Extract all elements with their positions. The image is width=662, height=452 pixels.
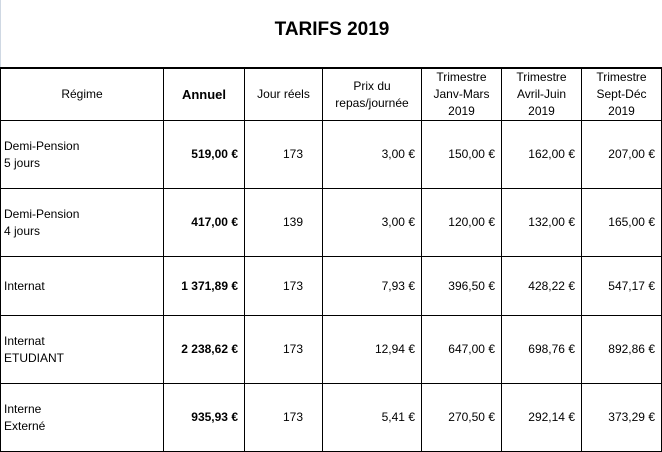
cell-jours: 173	[244, 315, 323, 384]
header-trimestre-3: Trimestre Sept-Déc 2019	[581, 67, 662, 121]
header-jours: Jour réels	[244, 67, 323, 121]
cell-trimestre-2: 162,00 €	[501, 120, 582, 189]
cell-regime: Internat	[0, 256, 164, 316]
cell-trimestre-3: 547,17 €	[581, 256, 662, 316]
header-regime-label: Régime	[61, 87, 103, 101]
cell-regime: Internat ETUDIANT	[0, 315, 164, 384]
cell-trimestre-1: 396,50 €	[421, 256, 502, 316]
regime-line: 4 jours	[4, 223, 41, 238]
header-t1-line: 2019	[448, 104, 475, 118]
cell-regime: Demi-Pension 4 jours	[0, 188, 164, 257]
header-prix-line: Prix du	[353, 78, 391, 93]
header-t1-line: Janv-Mars	[433, 87, 490, 101]
regime-line: 5 jours	[4, 155, 41, 170]
cell-annuel: 417,00 €	[163, 188, 245, 257]
cell-annuel: 1 371,89 €	[163, 256, 245, 316]
cell-regime: Interne Externé	[0, 383, 164, 452]
cell-jours: 139	[244, 188, 323, 257]
header-t3-line: Sept-Déc	[596, 87, 647, 101]
cell-trimestre-3: 207,00 €	[581, 120, 662, 189]
regime-line: Internat	[4, 278, 45, 293]
table-row: Interne Externé 935,93 € 173 5,41 € 270,…	[0, 383, 662, 452]
cell-prix: 3,00 €	[322, 120, 422, 189]
table-row: Internat 1 371,89 € 173 7,93 € 396,50 € …	[0, 256, 662, 316]
cell-annuel: 2 238,62 €	[163, 315, 245, 384]
regime-line: Demi-Pension	[4, 206, 80, 221]
cell-prix: 12,94 €	[322, 315, 422, 384]
header-annuel: Annuel	[163, 67, 245, 121]
table-row: Demi-Pension 5 jours 519,00 € 173 3,00 €…	[0, 120, 662, 189]
header-t2-line: Trimestre	[516, 70, 567, 84]
header-annuel-label: Annuel	[181, 87, 227, 102]
cell-trimestre-1: 120,00 €	[421, 188, 502, 257]
cell-trimestre-2: 132,00 €	[501, 188, 582, 257]
header-trimestre-1: Trimestre Janv-Mars 2019	[421, 67, 502, 121]
cell-annuel: 519,00 €	[163, 120, 245, 189]
cell-trimestre-1: 647,00 €	[421, 315, 502, 384]
cell-trimestre-2: 428,22 €	[501, 256, 582, 316]
cell-jours: 173	[244, 383, 323, 452]
table-row: Demi-Pension 4 jours 417,00 € 139 3,00 €…	[0, 188, 662, 257]
header-t1-line: Trimestre	[436, 70, 487, 84]
header-t2-line: Avril-Juin	[516, 87, 567, 101]
header-t2-line: 2019	[528, 104, 555, 118]
regime-line: Interne	[4, 401, 42, 416]
cell-regime: Demi-Pension 5 jours	[0, 120, 164, 189]
header-t3-line: 2019	[608, 104, 635, 118]
cell-trimestre-2: 292,14 €	[501, 383, 582, 452]
cell-trimestre-1: 270,50 €	[421, 383, 502, 452]
regime-line: Externé	[4, 418, 46, 433]
cell-prix: 7,93 €	[322, 256, 422, 316]
header-row: Régime Annuel Jour réels Prix du repas/j…	[0, 67, 662, 121]
header-prix: Prix du repas/journée	[322, 67, 422, 121]
cell-trimestre-2: 698,76 €	[501, 315, 582, 384]
header-regime: Régime	[0, 67, 164, 121]
header-t3-line: Trimestre	[596, 70, 647, 84]
cell-trimestre-3: 165,00 €	[581, 188, 662, 257]
title-area: TARIFS 2019	[0, 0, 662, 67]
page-title: TARIFS 2019	[274, 19, 390, 40]
header-trimestre-2: Trimestre Avril-Juin 2019	[501, 67, 582, 121]
cell-annuel: 935,93 €	[163, 383, 245, 452]
cell-prix: 3,00 €	[322, 188, 422, 257]
cell-jours: 173	[244, 256, 323, 316]
regime-line: Demi-Pension	[4, 138, 80, 153]
regime-line: ETUDIANT	[4, 350, 64, 365]
cell-trimestre-3: 892,86 €	[581, 315, 662, 384]
cell-jours: 173	[244, 120, 323, 189]
cell-trimestre-1: 150,00 €	[421, 120, 502, 189]
regime-line: Internat	[4, 333, 45, 348]
tarifs-table: Régime Annuel Jour réels Prix du repas/j…	[0, 67, 662, 452]
cell-trimestre-3: 373,29 €	[581, 383, 662, 452]
header-prix-line: repas/journée	[335, 95, 409, 110]
table-row: Internat ETUDIANT 2 238,62 € 173 12,94 €…	[0, 315, 662, 384]
cell-prix: 5,41 €	[322, 383, 422, 452]
header-jours-label: Jour réels	[257, 87, 310, 101]
